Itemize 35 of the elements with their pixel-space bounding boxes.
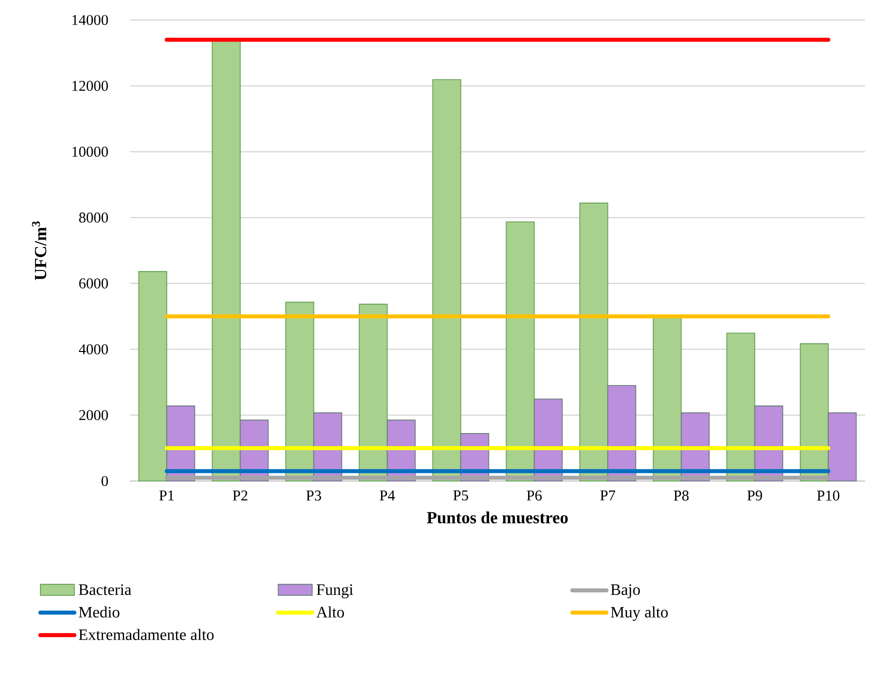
bar: [579, 202, 608, 482]
legend-label: Alto: [316, 606, 344, 618]
x-tick-label: P8: [674, 490, 689, 501]
y-tick-label: 0: [102, 476, 108, 486]
bar: [726, 332, 756, 482]
x-tick-label: P10: [817, 490, 840, 501]
y-tick-label: 8000: [79, 212, 108, 223]
y-tick-label: 4000: [78, 344, 108, 354]
y-tick-label: 14000: [72, 14, 108, 26]
bar: [432, 79, 462, 482]
x-tick-label: P6: [526, 490, 542, 501]
y-axis-title: UFC/m$^{3}$: [32, 221, 46, 280]
legend-label: Fungi: [316, 584, 354, 598]
bar: [358, 304, 388, 482]
x-tick-label: P4: [380, 490, 395, 500]
legend-label: Extremadamente alto: [78, 628, 214, 640]
x-tick-label: P3: [306, 490, 322, 501]
y-tick-label: 10000: [72, 146, 108, 157]
y-tick-label: 6000: [79, 278, 108, 288]
y-tick-label: 12000: [72, 80, 108, 91]
legend-label: Muy alto: [610, 606, 668, 621]
y-tick-label: 2000: [79, 410, 108, 420]
x-tick-label: P9: [747, 490, 762, 501]
x-tick-label: P1: [159, 490, 174, 500]
x-axis-title: Puntos de muestreo: [426, 511, 568, 524]
x-tick-label: P7: [600, 490, 616, 500]
bar: [800, 343, 829, 482]
x-tick-label: P2: [232, 490, 248, 500]
bar: [506, 221, 535, 482]
legend-label: Medio: [78, 606, 120, 618]
legend-label: Bacteria: [78, 584, 132, 596]
bar: [138, 271, 168, 482]
legend-label: Bajo: [610, 584, 640, 598]
x-tick-label: P5: [453, 490, 468, 500]
bar: [828, 412, 857, 482]
